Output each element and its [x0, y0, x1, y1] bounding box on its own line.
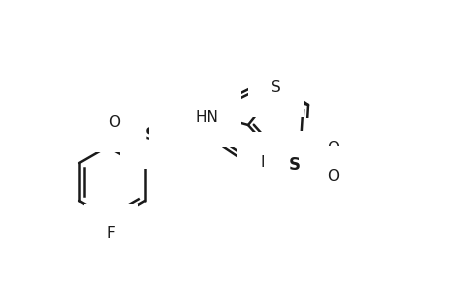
- Text: F: F: [106, 226, 115, 242]
- Text: O: O: [172, 112, 184, 127]
- Text: N: N: [260, 154, 271, 169]
- Text: S: S: [288, 156, 300, 174]
- Text: O: O: [326, 169, 338, 184]
- Text: S: S: [270, 80, 280, 94]
- Text: O: O: [108, 115, 120, 130]
- Text: HN: HN: [195, 110, 218, 124]
- Text: S: S: [145, 126, 157, 144]
- Text: O: O: [326, 141, 338, 156]
